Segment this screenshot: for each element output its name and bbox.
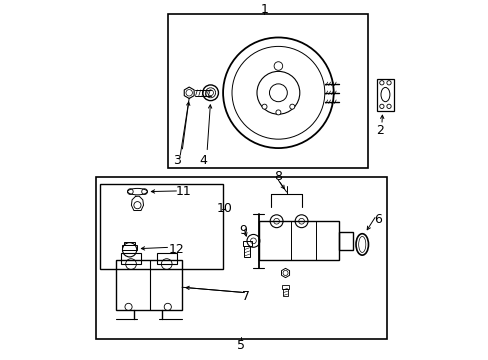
- Bar: [283, 289, 287, 296]
- Bar: [116, 261, 182, 310]
- Text: 8: 8: [274, 170, 282, 183]
- Bar: [167, 14, 367, 168]
- Text: 1: 1: [260, 3, 267, 16]
- Bar: [243, 241, 251, 246]
- Bar: [258, 221, 338, 261]
- Bar: [338, 232, 353, 250]
- Bar: [121, 253, 141, 264]
- Text: 2: 2: [375, 124, 383, 137]
- Text: 10: 10: [217, 202, 232, 215]
- Text: 9: 9: [238, 224, 246, 237]
- Text: 6: 6: [374, 213, 382, 226]
- Text: 5: 5: [237, 338, 244, 352]
- Text: 11: 11: [176, 185, 191, 198]
- Bar: [376, 78, 393, 111]
- Circle shape: [289, 104, 294, 109]
- Bar: [124, 242, 135, 246]
- Circle shape: [262, 104, 266, 109]
- Bar: [157, 253, 176, 264]
- Text: 3: 3: [172, 154, 180, 167]
- Bar: [96, 177, 386, 339]
- Text: 12: 12: [168, 243, 184, 256]
- Bar: [100, 184, 223, 269]
- Bar: [281, 285, 289, 289]
- Text: 7: 7: [242, 290, 250, 303]
- Text: 4: 4: [199, 154, 207, 167]
- Bar: [244, 246, 250, 257]
- Circle shape: [275, 110, 280, 115]
- Bar: [122, 246, 137, 250]
